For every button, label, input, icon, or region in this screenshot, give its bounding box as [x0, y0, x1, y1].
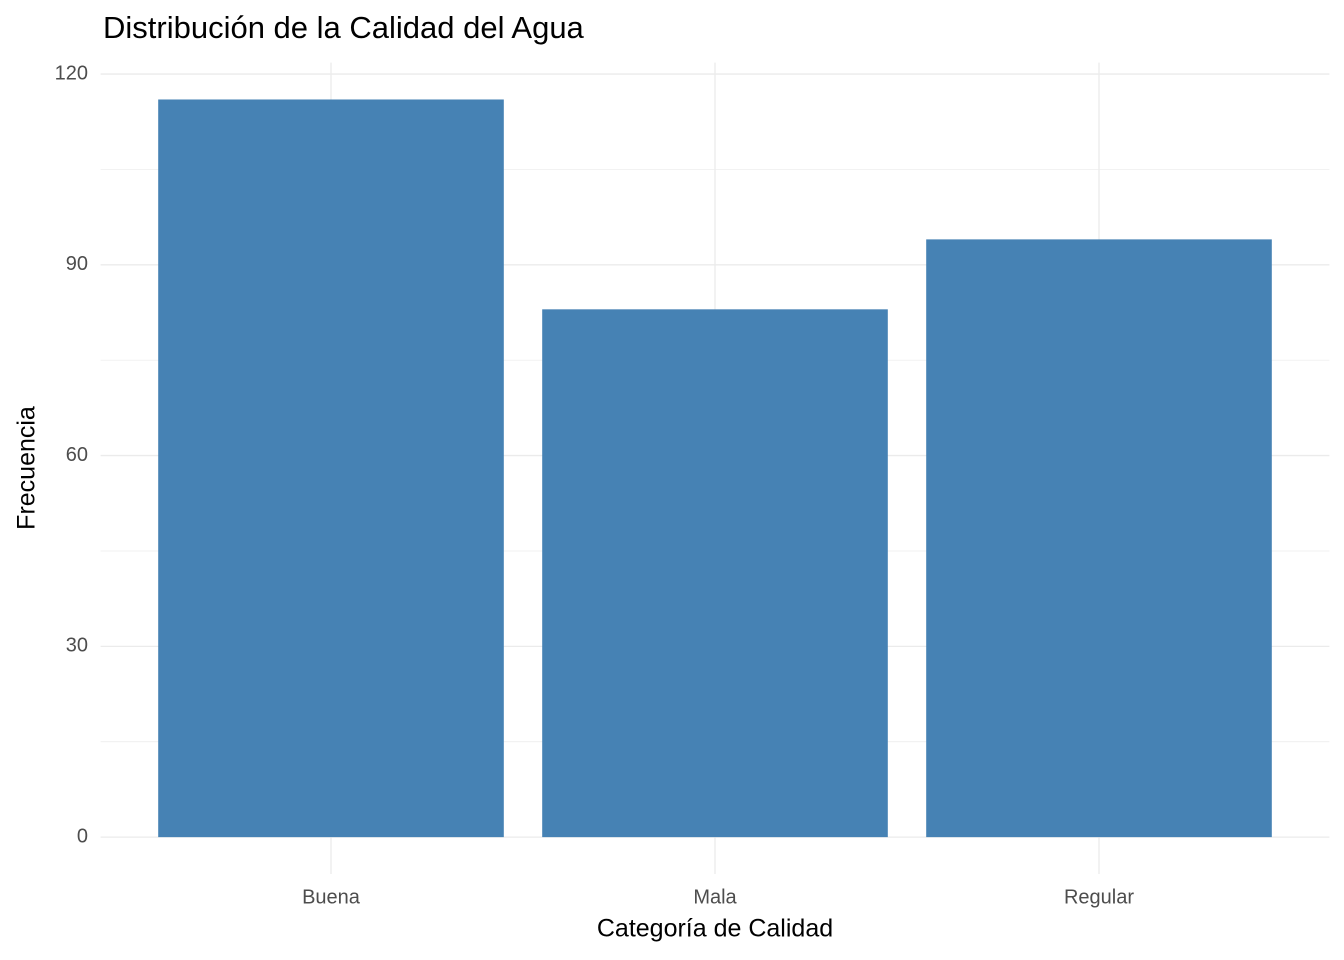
bar — [926, 239, 1272, 838]
x-axis-title: Categoría de Calidad — [597, 915, 833, 943]
x-tick-label: Buena — [302, 886, 361, 908]
y-tick-label: 0 — [77, 825, 88, 847]
y-axis-title: Frecuencia — [13, 406, 41, 530]
x-tick-label: Regular — [1064, 886, 1134, 908]
chart-title: Distribución de la Calidad del Agua — [103, 10, 585, 45]
bar — [542, 309, 888, 838]
y-tick-label: 30 — [66, 635, 88, 657]
bar — [158, 99, 504, 838]
x-tick-label: Mala — [693, 886, 737, 908]
y-tick-label: 90 — [66, 253, 88, 275]
y-tick-label: 120 — [55, 62, 88, 84]
y-tick-label: 60 — [66, 444, 88, 466]
